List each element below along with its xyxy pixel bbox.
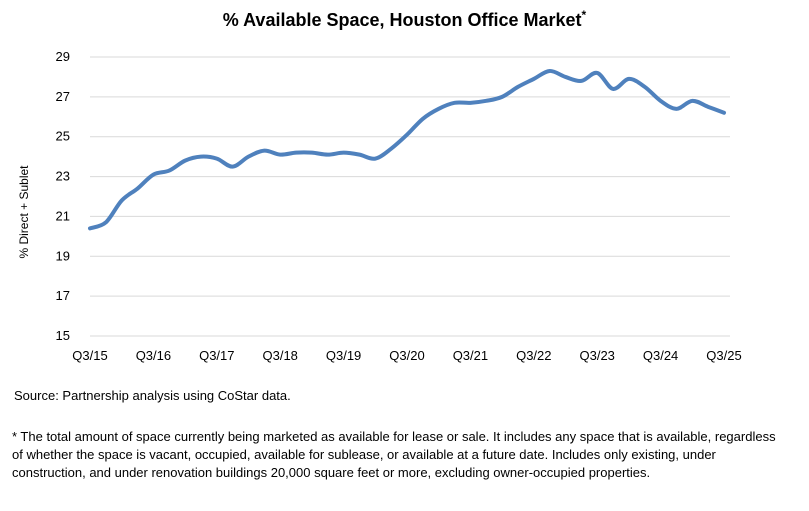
x-tick-label: Q3/19 [326,348,361,363]
x-tick-label: Q3/24 [643,348,678,363]
y-tick-label: 29 [56,49,70,64]
source-note: Source: Partnership analysis using CoSta… [14,388,291,403]
gridlines [90,56,730,337]
y-tick-label: 19 [56,248,70,263]
x-tick-label: Q3/22 [516,348,551,363]
footnote: * The total amount of space currently be… [12,429,776,480]
title-footnote-marker: * [581,8,587,22]
x-tick-label: Q3/20 [389,348,424,363]
series-line [88,68,726,231]
x-tick-label: Q3/17 [199,348,234,363]
y-tick-label: 15 [56,328,70,343]
y-tick-label: 27 [56,89,70,104]
y-tick-label: 23 [56,169,70,184]
x-tick-label: Q3/15 [72,348,107,363]
x-tick-label: Q3/23 [579,348,614,363]
x-tick-label: Q3/16 [136,348,171,363]
y-tick-label: 21 [56,208,70,223]
y-tick-label: 25 [56,129,70,144]
x-tick-label: Q3/25 [706,348,741,363]
x-tick-label: Q3/18 [262,348,297,363]
x-tick-label: Q3/21 [453,348,488,363]
y-axis-ticks: 15 17 19 21 23 25 27 29 [56,49,70,343]
chart-title-text: % Available Space, Houston Office Market [222,10,582,30]
x-axis-ticks: Q3/15 Q3/16 Q3/17 Q3/18 Q3/19 Q3/20 Q3/21 Q3/22… [72,348,741,363]
y-tick-label: 17 [56,288,70,303]
y-axis-label: % Direct + Sublet [17,165,31,259]
chart-title: % Available Space, Houston Office Market… [0,8,809,31]
